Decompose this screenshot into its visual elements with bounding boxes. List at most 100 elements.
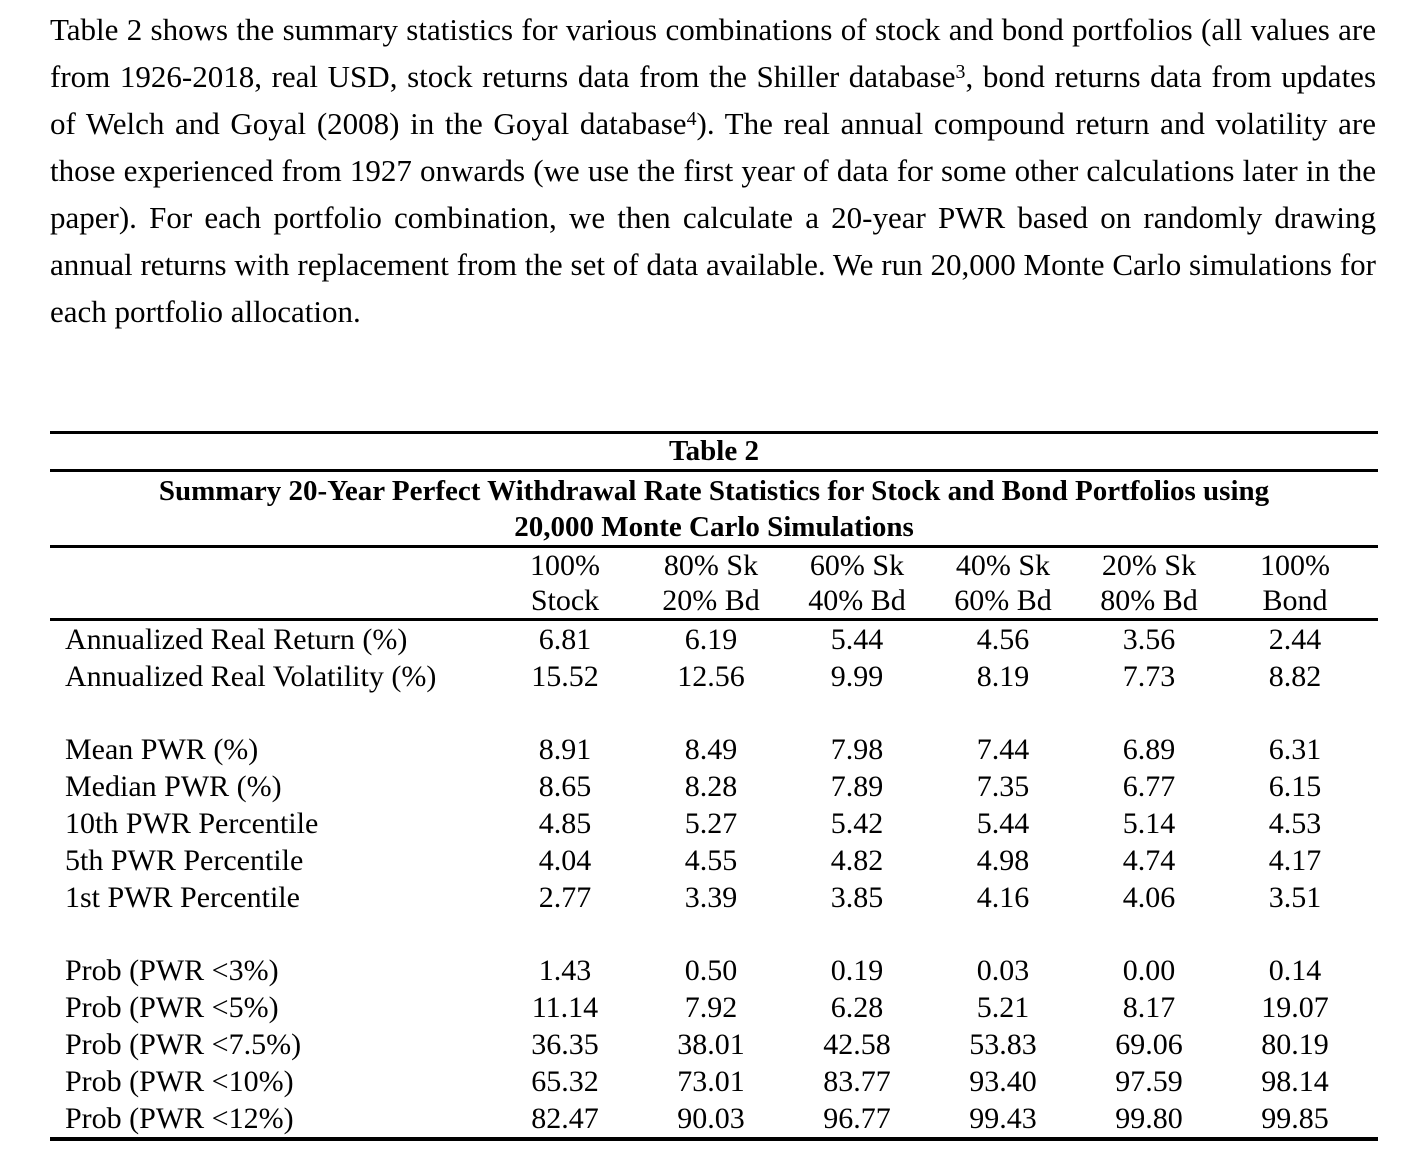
- spacer-cell: [1368, 583, 1378, 621]
- spacer-cell: [1368, 952, 1378, 989]
- column-header-top: 60% Sk: [809, 548, 905, 582]
- spacer-cell: [50, 695, 1378, 731]
- table-cell: 0.50: [684, 953, 738, 987]
- table-cell: 7.98: [830, 732, 884, 766]
- table-cell: 4.53: [1268, 806, 1322, 840]
- table-cell: 97.59: [1115, 1064, 1183, 1098]
- row-label: Median PWR (%): [65, 769, 282, 803]
- table-cell: 82.47: [531, 1101, 599, 1135]
- table-cell: 80.19: [1261, 1027, 1329, 1061]
- table-cell: 8.65: [538, 769, 592, 803]
- table-cell: 8.17: [1122, 990, 1176, 1024]
- table-cell: 3.51: [1268, 880, 1322, 914]
- spacer-cell: [1368, 879, 1378, 916]
- column-header-bottom: 80% Bd: [1076, 583, 1222, 621]
- spacer-cell: [1368, 731, 1378, 768]
- title-rule: [50, 545, 1378, 548]
- table-row: Prob (PWR <7.5%) 36.35 38.01 42.58 53.83 69.0…: [50, 1026, 1378, 1063]
- table-cell: 7.89: [830, 769, 884, 803]
- table-cell: 96.77: [823, 1101, 891, 1135]
- table-cell: 4.56: [976, 622, 1030, 656]
- paragraph-segment-1: Table 2 shows the summary statistics for…: [50, 12, 1376, 94]
- table-cell: 12.56: [677, 659, 745, 693]
- spacer-cell: [1368, 620, 1378, 659]
- table-cell: 7.73: [1122, 659, 1176, 693]
- table-title: Summary 20-Year Perfect Withdrawal Rate …: [50, 472, 1378, 545]
- table-cell: 4.55: [684, 843, 738, 877]
- table-cell: 3.39: [684, 880, 738, 914]
- table-cell: 5.42: [830, 806, 884, 840]
- header-corner-cell: [50, 548, 492, 583]
- spacer-cell: [1368, 1026, 1378, 1063]
- table-cell: 11.14: [531, 990, 599, 1024]
- row-label: 10th PWR Percentile: [65, 806, 319, 840]
- table-cell: 5.44: [830, 622, 884, 656]
- table-cell: 99.85: [1261, 1101, 1329, 1135]
- table-cell: 5.44: [976, 806, 1030, 840]
- spacer-cell: [1368, 1063, 1378, 1100]
- table-cell: 6.28: [830, 990, 884, 1024]
- header-corner-cell: [50, 583, 492, 621]
- header-row-1: 100% 80% Sk 60% Sk 40% Sk 20% Sk 100%: [50, 548, 1378, 583]
- spacer-cell: [1368, 842, 1378, 879]
- table-cell: 90.03: [677, 1101, 745, 1135]
- row-label: Prob (PWR <5%): [65, 990, 279, 1024]
- table-cell: 4.04: [538, 843, 592, 877]
- table-row: Prob (PWR <12%) 82.47 90.03 96.77 99.43 99.80…: [50, 1100, 1378, 1139]
- table-cell: 93.40: [969, 1064, 1037, 1098]
- table-cell: 5.27: [684, 806, 738, 840]
- column-header-top: 100%: [530, 548, 600, 582]
- paragraph-segment-3: ). The real annual compound return and v…: [50, 106, 1376, 329]
- row-label: 5th PWR Percentile: [65, 843, 304, 877]
- column-header-bottom: 60% Bd: [930, 583, 1076, 621]
- table-cell: 8.91: [538, 732, 592, 766]
- row-label: 1st PWR Percentile: [65, 880, 300, 914]
- spacer-cell: [1368, 805, 1378, 842]
- spacer-cell: [1368, 1100, 1378, 1139]
- row-label: Prob (PWR <12%): [65, 1101, 294, 1135]
- table-cell: 2.77: [538, 880, 592, 914]
- column-header-top: 100%: [1260, 548, 1330, 582]
- table-row: Annualized Real Return (%) 6.81 6.19 5.44 4.…: [50, 620, 1378, 659]
- table-row: Annualized Real Volatility (%) 15.52 12.56…: [50, 658, 1378, 695]
- table-cell: 5.21: [976, 990, 1030, 1024]
- table-cell: 9.99: [830, 659, 884, 693]
- table-cell: 4.82: [830, 843, 884, 877]
- table-cell: 98.14: [1261, 1064, 1329, 1098]
- table-cell: 4.17: [1268, 843, 1322, 877]
- table-cell: 6.19: [684, 622, 738, 656]
- table-row: Median PWR (%) 8.65 8.28 7.89 7.35 6.77 6.15: [50, 768, 1378, 805]
- row-label: Prob (PWR <7.5%): [65, 1027, 302, 1061]
- table-cell: 99.80: [1115, 1101, 1183, 1135]
- header-row-2: Stock 20% Bd 40% Bd 60% Bd 80% Bd Bond: [50, 583, 1378, 621]
- row-label: Mean PWR (%): [65, 732, 259, 766]
- column-header-top: 80% Sk: [663, 548, 759, 582]
- table-cell: 2.44: [1268, 622, 1322, 656]
- footnote-ref-4: 4: [686, 108, 697, 131]
- table-cell: 1.43: [538, 953, 592, 987]
- spacer-cell: [50, 916, 1378, 952]
- table-cell: 36.35: [531, 1027, 599, 1061]
- table-caption: Table 2: [669, 435, 759, 467]
- table-cell: 0.14: [1268, 953, 1322, 987]
- table-cell: 4.74: [1122, 843, 1176, 877]
- row-label: Prob (PWR <3%): [65, 953, 279, 987]
- table-cell: 4.06: [1122, 880, 1176, 914]
- table-cell: 8.82: [1268, 659, 1322, 693]
- table-row: 5th PWR Percentile 4.04 4.55 4.82 4.98 4.74 4.…: [50, 842, 1378, 879]
- table-cell: 38.01: [677, 1027, 745, 1061]
- column-header-bottom: Stock: [492, 583, 638, 621]
- table-title-line1: Summary 20-Year Perfect Withdrawal Rate …: [158, 475, 1270, 507]
- table-row: Prob (PWR <3%) 1.43 0.50 0.19 0.03 0.00 0.14: [50, 952, 1378, 989]
- table-cell: 0.03: [976, 953, 1030, 987]
- group-spacer-row: [50, 916, 1378, 952]
- table-cell: 15.52: [531, 659, 599, 693]
- table-cell: 6.89: [1122, 732, 1176, 766]
- table-cell: 53.83: [969, 1027, 1037, 1061]
- table-row: 1st PWR Percentile 2.77 3.39 3.85 4.16 4.06 3.…: [50, 879, 1378, 916]
- row-label: Prob (PWR <10%): [65, 1064, 294, 1098]
- intro-paragraph: Table 2 shows the summary statistics for…: [50, 6, 1376, 335]
- table-cell: 69.06: [1115, 1027, 1183, 1061]
- spacer-cell: [1368, 989, 1378, 1026]
